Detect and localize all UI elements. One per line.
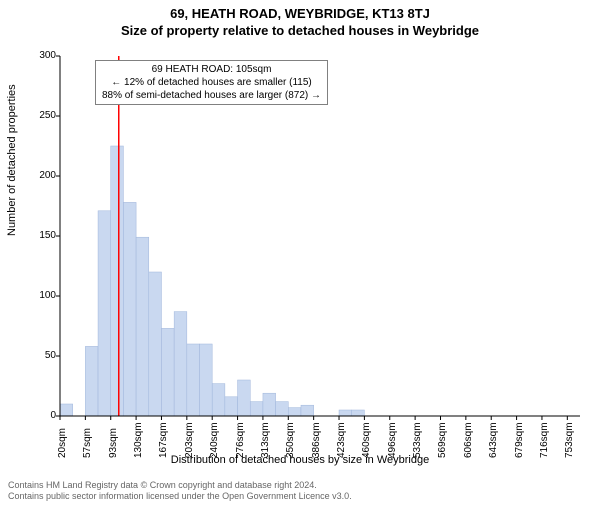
x-axis-label: Distribution of detached houses by size …: [0, 454, 600, 466]
x-tick-label: 350sqm: [285, 422, 296, 458]
x-tick-label: 240sqm: [209, 422, 220, 458]
x-tick-label: 167sqm: [158, 422, 169, 458]
x-tick-label: 496sqm: [387, 422, 398, 458]
footer-line1: Contains HM Land Registry data © Crown c…: [8, 480, 592, 491]
infobox-line2: ← 12% of detached houses are smaller (11…: [102, 76, 321, 89]
x-tick-label: 533sqm: [412, 422, 423, 458]
infobox-line1: 69 HEATH ROAD: 105sqm: [102, 63, 321, 76]
y-tick-label: 200: [30, 170, 56, 181]
x-tick-label: 386sqm: [311, 422, 322, 458]
y-tick-label: 50: [30, 350, 56, 361]
y-tick-label: 300: [30, 50, 56, 61]
y-tick-label: 0: [30, 410, 56, 421]
page-title-1: 69, HEATH ROAD, WEYBRIDGE, KT13 8TJ: [0, 6, 600, 21]
x-tick-label: 679sqm: [514, 422, 525, 458]
property-info-box: 69 HEATH ROAD: 105sqm ← 12% of detached …: [95, 60, 328, 105]
x-tick-label: 569sqm: [437, 422, 448, 458]
x-tick-label: 716sqm: [539, 422, 550, 458]
footer-attribution: Contains HM Land Registry data © Crown c…: [8, 480, 592, 502]
x-tick-label: 130sqm: [133, 422, 144, 458]
x-tick-label: 643sqm: [488, 422, 499, 458]
page-title-2: Size of property relative to detached ho…: [0, 23, 600, 38]
x-tick-label: 606sqm: [463, 422, 474, 458]
histogram-chart: [60, 56, 580, 416]
y-tick-label: 150: [30, 230, 56, 241]
x-tick-label: 753sqm: [564, 422, 575, 458]
x-tick-label: 423sqm: [336, 422, 347, 458]
footer-line2: Contains public sector information licen…: [8, 491, 592, 502]
x-tick-label: 313sqm: [260, 422, 271, 458]
y-tick-label: 100: [30, 290, 56, 301]
y-tick-label: 250: [30, 110, 56, 121]
x-tick-label: 203sqm: [184, 422, 195, 458]
x-tick-label: 276sqm: [235, 422, 246, 458]
infobox-line3: 88% of semi-detached houses are larger (…: [102, 89, 321, 102]
x-tick-label: 460sqm: [361, 422, 372, 458]
y-axis-label: Number of detached properties: [6, 84, 18, 236]
